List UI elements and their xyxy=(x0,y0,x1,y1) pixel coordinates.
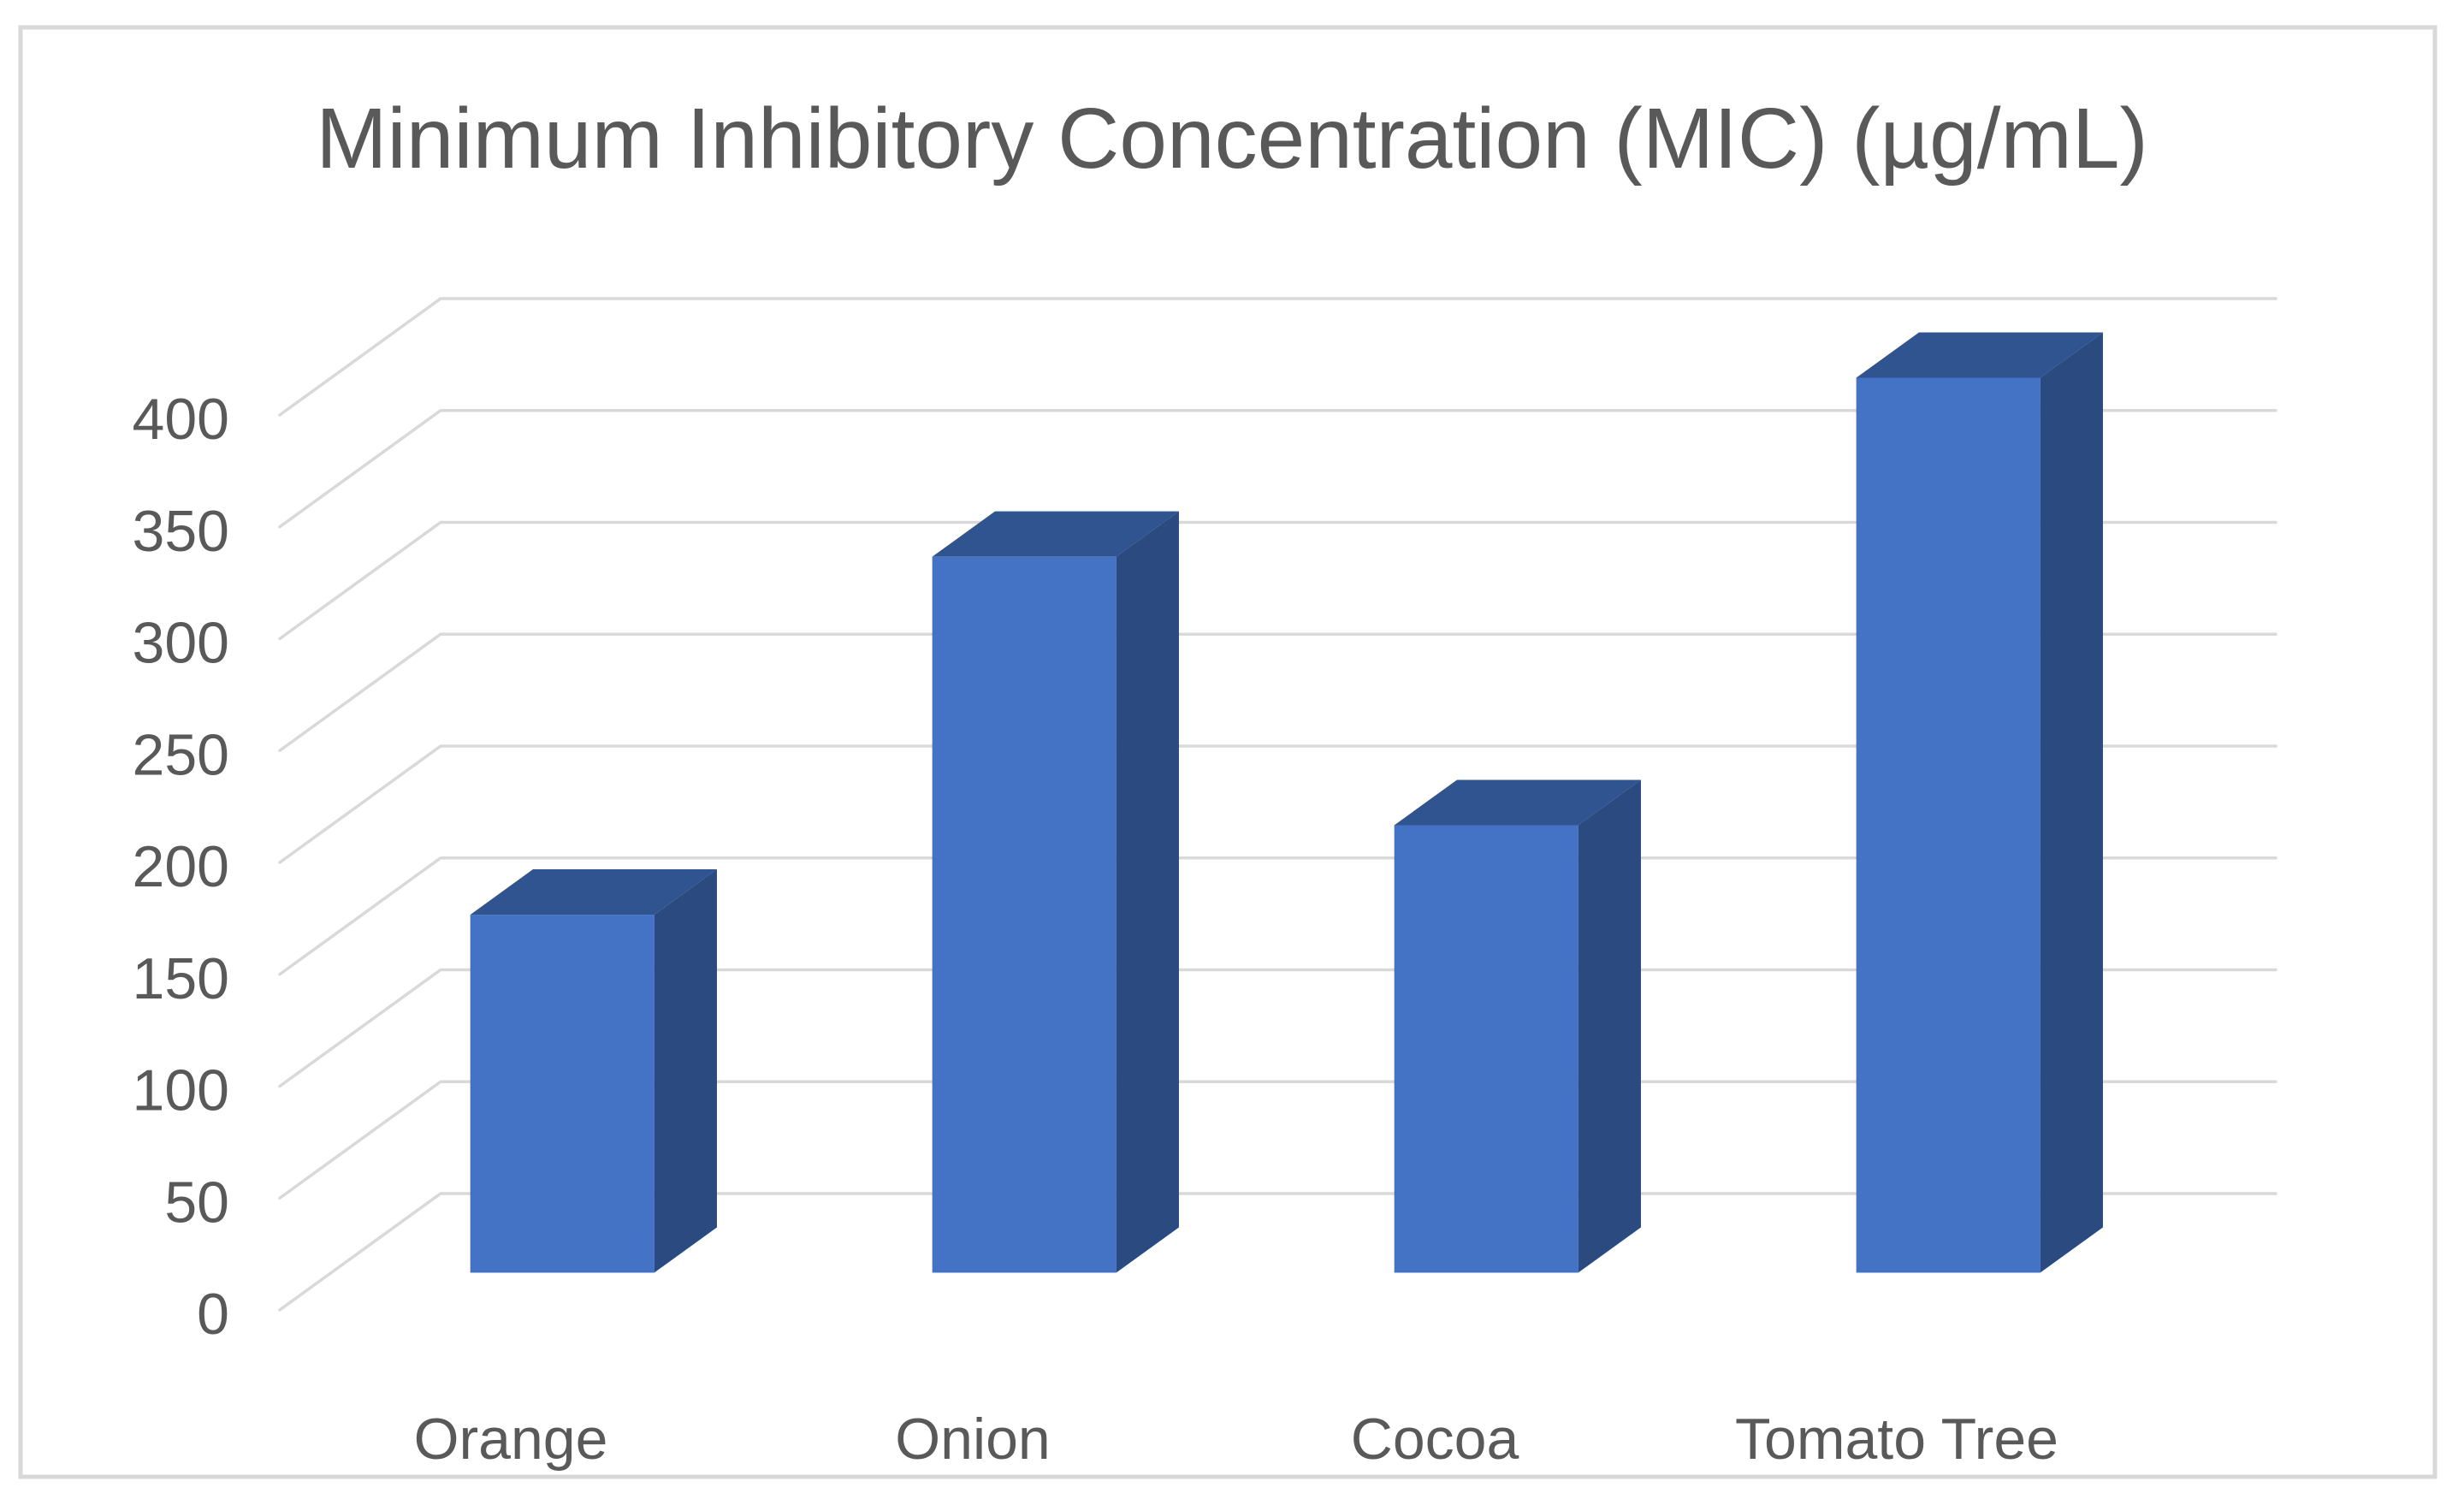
bar-top-face-cocoa xyxy=(1394,779,1641,826)
category-label-onion: Onion xyxy=(895,1407,1050,1472)
y-tick-label-0: 0 xyxy=(197,1282,229,1347)
bar-front-face-tomato-tree xyxy=(1856,377,2040,1273)
y-gridline-150 xyxy=(278,856,2277,976)
bar-side-face-onion xyxy=(1116,511,1179,1273)
category-label-tomato-tree: Tomato Tree xyxy=(1735,1407,2058,1472)
bar-onion xyxy=(932,511,1179,1273)
y-gridline-50 xyxy=(278,1080,2277,1200)
x-axis-category-labels: Orange Onion Cocoa Tomato Tree xyxy=(414,1407,2058,1472)
chart-title: Minimum Inhibitory Concentration (MIC) (… xyxy=(316,91,2148,187)
bar-top-face-tomato-tree xyxy=(1856,332,2103,378)
y-gridline-250 xyxy=(278,632,2277,752)
y-tick-label-100: 100 xyxy=(133,1058,229,1123)
bar-orange xyxy=(470,869,717,1273)
gridline-layer xyxy=(278,297,2277,1312)
y-tick-label-400: 400 xyxy=(133,387,229,452)
bars-layer xyxy=(470,332,2103,1273)
bar-side-face-cocoa xyxy=(1578,779,1641,1273)
bar-top-face-onion xyxy=(932,511,1179,557)
bar-side-face-orange xyxy=(654,869,717,1273)
y-axis-tick-labels: 0 50 100 150 200 250 300 350 400 xyxy=(133,387,229,1347)
y-gridline-350 xyxy=(278,409,2277,529)
y-tick-label-200: 200 xyxy=(133,834,229,899)
y-gridline-0 xyxy=(278,1192,2277,1312)
y-tick-label-150: 150 xyxy=(133,946,229,1011)
bar-top-face-orange xyxy=(470,869,717,915)
y-tick-label-50: 50 xyxy=(164,1170,229,1235)
category-label-cocoa: Cocoa xyxy=(1351,1407,1519,1472)
y-gridline-400 xyxy=(278,297,2277,417)
y-tick-label-350: 350 xyxy=(133,499,229,564)
bar-front-face-orange xyxy=(470,915,654,1273)
y-gridline-100 xyxy=(278,968,2277,1088)
bar-cocoa xyxy=(1394,779,1641,1273)
y-gridline-200 xyxy=(278,744,2277,864)
category-label-orange: Orange xyxy=(414,1407,608,1472)
bar-front-face-onion xyxy=(932,556,1116,1273)
bar-side-face-tomato-tree xyxy=(2040,332,2103,1273)
bar-tomato-tree xyxy=(1856,332,2103,1273)
y-gridline-300 xyxy=(278,520,2277,641)
y-tick-label-250: 250 xyxy=(133,722,229,787)
bar-front-face-cocoa xyxy=(1394,825,1578,1273)
y-tick-label-300: 300 xyxy=(133,611,229,676)
